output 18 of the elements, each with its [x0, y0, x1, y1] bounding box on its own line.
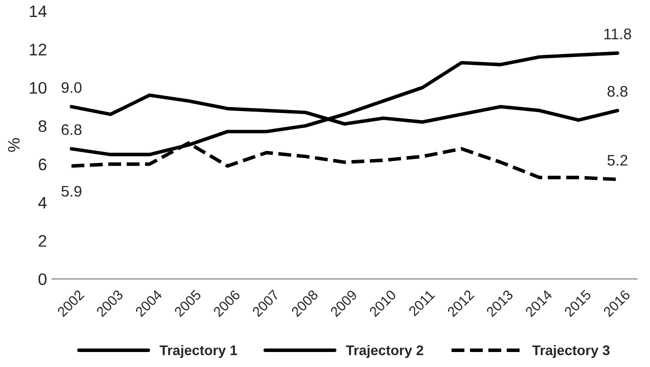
annotation: 5.2 — [607, 154, 628, 166]
y-tick-label: 6 — [38, 158, 46, 170]
y-tick-label: 4 — [38, 196, 47, 208]
y-tick-label: 12 — [30, 44, 46, 56]
annotation: 5.9 — [61, 186, 82, 197]
annotation: 9.0 — [62, 82, 82, 93]
y-axis-title: % — [8, 138, 20, 152]
y-tick-label: 14 — [30, 6, 47, 18]
y-tick-label: 2 — [38, 235, 46, 247]
legend-label: Trajectory 1 — [160, 345, 238, 358]
y-tick-label: 10 — [30, 82, 46, 94]
annotation: 11.8 — [604, 28, 632, 40]
annotation: 8.8 — [608, 86, 628, 97]
y-tick-label: 0 — [38, 273, 46, 286]
legend-label: Trajectory 2 — [346, 345, 424, 358]
y-tick-label: 8 — [38, 120, 46, 132]
annotation: 6.8 — [62, 124, 82, 136]
legend-label: Trajectory 3 — [532, 345, 610, 358]
